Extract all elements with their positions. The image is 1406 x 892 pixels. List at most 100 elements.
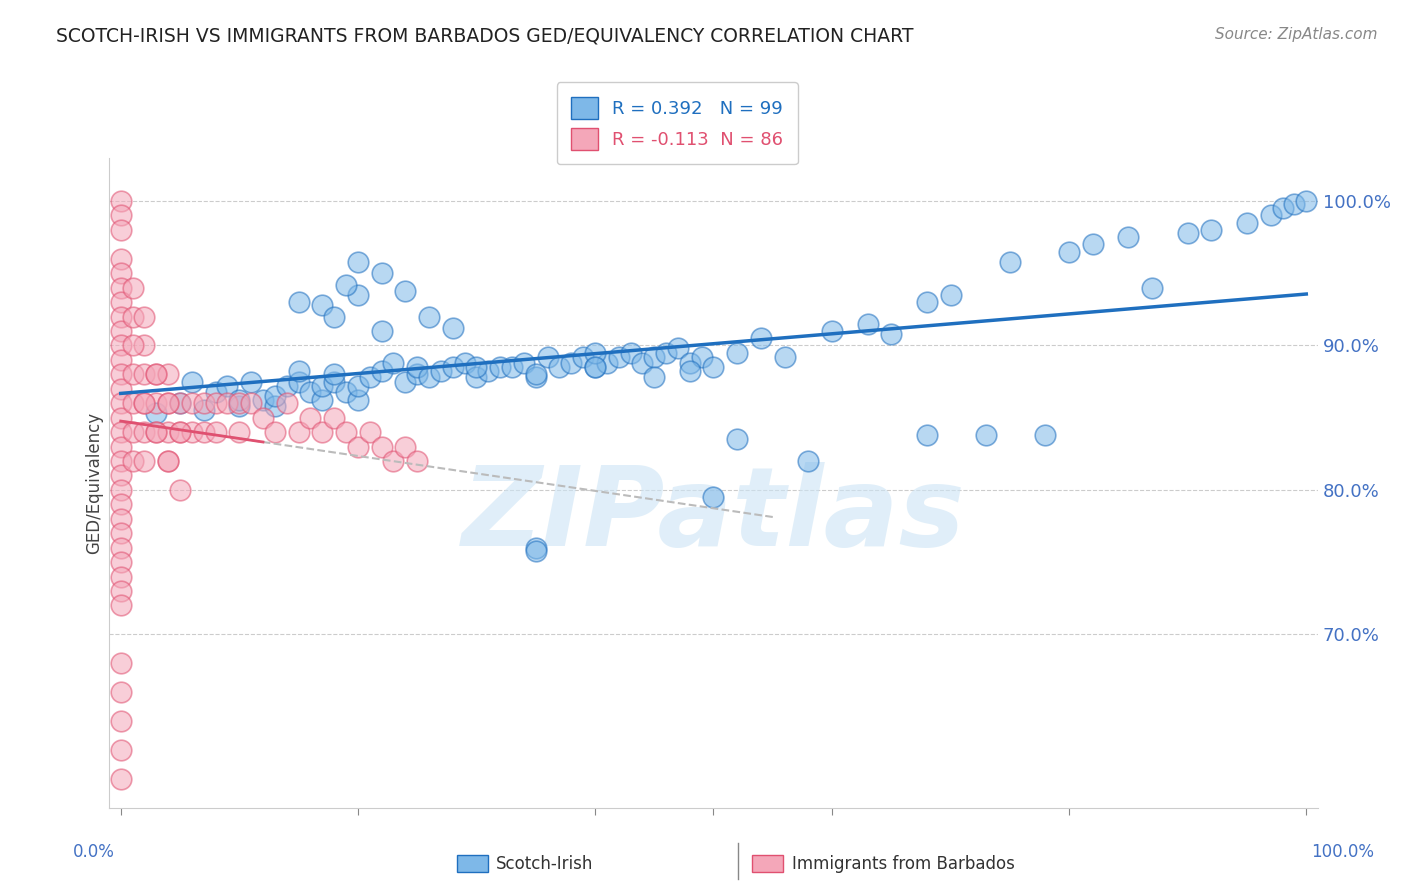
Point — [406, 454, 429, 468]
Point — [110, 324, 132, 338]
Point — [749, 331, 772, 345]
Point — [323, 368, 346, 382]
Point — [110, 440, 132, 454]
Point — [679, 364, 702, 378]
Point — [204, 384, 226, 399]
Point — [110, 584, 132, 599]
Point — [169, 425, 191, 439]
Point — [939, 288, 962, 302]
Point — [240, 396, 263, 410]
Point — [323, 375, 346, 389]
Point — [145, 368, 167, 382]
Point — [1035, 428, 1057, 442]
Point — [583, 360, 606, 375]
Point — [346, 254, 368, 268]
Point — [1260, 209, 1282, 223]
Point — [548, 360, 571, 375]
Point — [240, 375, 263, 389]
Point — [797, 454, 820, 468]
Text: 100.0%: 100.0% — [1312, 843, 1374, 861]
Point — [370, 440, 392, 454]
Point — [193, 425, 215, 439]
Point — [299, 384, 322, 399]
Point — [180, 396, 202, 410]
Point — [915, 428, 938, 442]
Point — [311, 393, 333, 408]
Point — [335, 277, 357, 292]
Point — [121, 368, 143, 382]
Point — [311, 298, 333, 312]
Point — [263, 425, 285, 439]
Point — [157, 368, 180, 382]
Point — [110, 310, 132, 324]
Point — [110, 281, 132, 295]
Point — [406, 368, 429, 382]
Point — [1271, 201, 1294, 215]
Point — [524, 368, 547, 382]
Point — [134, 454, 156, 468]
Point — [157, 454, 180, 468]
Point — [157, 396, 180, 410]
Point — [228, 399, 250, 413]
Point — [169, 396, 191, 410]
Point — [110, 772, 132, 786]
Point — [382, 454, 405, 468]
Point — [110, 223, 132, 237]
Point — [299, 410, 322, 425]
Point — [110, 555, 132, 569]
Point — [169, 396, 191, 410]
Point — [643, 370, 665, 384]
Point — [725, 433, 748, 447]
Point — [204, 425, 226, 439]
Point — [134, 396, 156, 410]
Point — [702, 360, 724, 375]
Point — [346, 440, 368, 454]
Point — [607, 350, 630, 364]
Point — [287, 364, 309, 378]
Point — [228, 393, 250, 408]
Point — [998, 254, 1021, 268]
Point — [276, 379, 298, 393]
Point — [110, 194, 132, 208]
Point — [453, 356, 475, 370]
Point — [596, 356, 619, 370]
Point — [110, 410, 132, 425]
Point — [441, 321, 464, 335]
Point — [335, 384, 357, 399]
Point — [217, 379, 239, 393]
Point — [1081, 237, 1104, 252]
Point — [346, 379, 368, 393]
Point — [418, 370, 440, 384]
Point — [110, 497, 132, 511]
Point — [204, 396, 226, 410]
Point — [110, 425, 132, 439]
Point — [583, 345, 606, 359]
Point — [110, 599, 132, 613]
Point — [276, 396, 298, 410]
Point — [690, 350, 713, 364]
Point — [110, 266, 132, 280]
Point — [110, 338, 132, 352]
Point — [323, 310, 346, 324]
Point — [406, 360, 429, 375]
Point — [110, 252, 132, 266]
Point — [572, 350, 595, 364]
Point — [311, 379, 333, 393]
Point — [370, 364, 392, 378]
Point — [643, 350, 665, 364]
Point — [145, 425, 167, 439]
Point — [489, 360, 512, 375]
Point — [631, 356, 654, 370]
Point — [773, 350, 796, 364]
Point — [1177, 226, 1199, 240]
Point — [157, 454, 180, 468]
Point — [252, 410, 274, 425]
Point — [1284, 197, 1306, 211]
Point — [121, 454, 143, 468]
Point — [524, 370, 547, 384]
Point — [193, 396, 215, 410]
Point — [394, 375, 416, 389]
Point — [110, 743, 132, 757]
Point — [145, 396, 167, 410]
Point — [110, 382, 132, 396]
